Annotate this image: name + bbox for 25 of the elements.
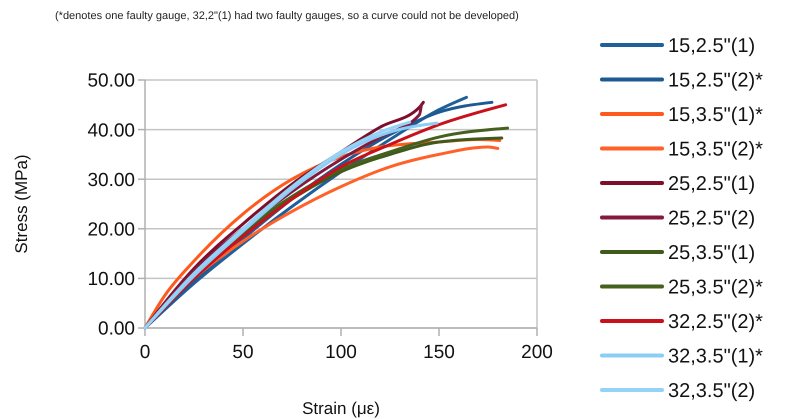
x-tick-label: 100 <box>325 342 357 363</box>
legend-label: 25,2.5"(2) <box>668 208 756 230</box>
text: (*denotes one faulty gauge, 32,2"(1) had two faulty gauges, so a curve could not be developed) <box>55 10 519 22</box>
y-axis-title: Stress (MPa) <box>12 154 31 254</box>
y-tick-label: 30.00 <box>87 170 135 191</box>
legend-label: 15,3.5"(1)* <box>668 104 764 126</box>
legend-label: 32,3.5"(2) <box>668 380 756 402</box>
y-tick-label: 0.00 <box>98 318 135 340</box>
legend-label: 25,2.5"(1) <box>668 173 756 195</box>
legend-label: 25,3.5"(2)* <box>668 276 764 298</box>
y-tick-label: 50.00 <box>87 70 135 92</box>
legend-label: 15,2.5"(2)* <box>668 70 764 92</box>
x-tick-label: 200 <box>521 342 553 363</box>
y-tick-label: 40.00 <box>87 120 135 142</box>
legend-label: 15,3.5"(2)* <box>668 138 764 160</box>
y-tick-label: 10.00 <box>87 269 135 290</box>
x-tick-label: 150 <box>423 342 455 363</box>
legend-label: 25,3.5"(1) <box>668 242 756 264</box>
legend-label: 32,3.5"(1)* <box>668 346 764 368</box>
x-tick-label: 0 <box>140 342 150 363</box>
legend-label: 32,2.5"(2)* <box>668 311 764 333</box>
y-tick-label: 20.00 <box>87 219 135 240</box>
x-axis-title: Strain (με) <box>302 399 380 418</box>
legend-label: 15,2.5"(1) <box>668 35 756 57</box>
x-tick-label: 50 <box>232 342 254 363</box>
